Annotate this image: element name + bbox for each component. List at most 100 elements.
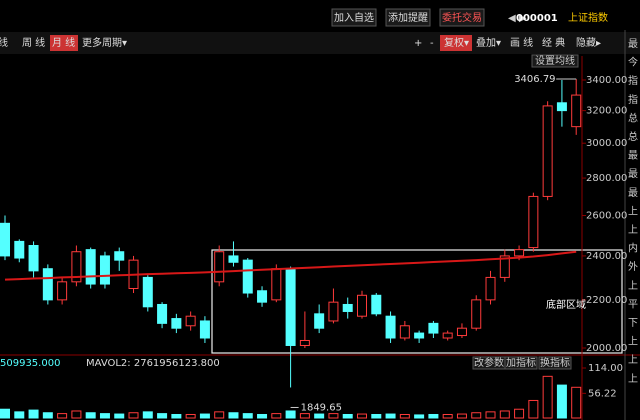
volume-bar [214, 411, 225, 419]
period-button[interactable]: 周 线 [22, 36, 45, 49]
side-label: 总 [628, 130, 638, 143]
y-tick-label: 2200.00 [586, 295, 627, 306]
vol-button[interactable] [504, 356, 538, 370]
side-label: 最 [628, 38, 638, 50]
candle-body [485, 276, 496, 301]
tool-button[interactable]: + [414, 38, 422, 49]
tool-button[interactable]: 复权▾ [444, 36, 469, 49]
volume-bar [128, 412, 139, 419]
candle-body [228, 255, 239, 263]
period-button[interactable]: 更多周期▾ [82, 36, 127, 49]
side-label: 上 [628, 354, 638, 366]
side-label: 上 [628, 205, 638, 217]
vol-button-label[interactable]: 加指标 [506, 356, 536, 369]
side-label: 平 [628, 299, 638, 310]
volume-bar [185, 413, 196, 419]
header-button-label[interactable]: 委托交易 [442, 11, 482, 24]
low-label: 1849.65 [301, 402, 342, 413]
side-label: 上 [628, 373, 638, 385]
candle-body [271, 268, 282, 301]
candle-body [556, 102, 567, 112]
candle-body [499, 255, 510, 278]
tool-button[interactable]: 画 线 [510, 36, 533, 49]
volume-bar [499, 410, 510, 419]
vol-button-label[interactable]: 换指标 [540, 356, 570, 369]
side-label: 上 [628, 336, 638, 348]
side-label: 上 [628, 280, 638, 292]
tool-button[interactable]: 隐藏▸ [576, 37, 601, 49]
vol-tick-label: 56.22 [588, 388, 617, 399]
candle-body [142, 276, 153, 308]
y-tick-label: 2400.00 [586, 251, 627, 262]
volume-bar [442, 413, 453, 419]
header-button[interactable] [439, 8, 485, 27]
tool-active[interactable] [440, 35, 472, 51]
candle-body [57, 281, 68, 301]
candle-body [471, 299, 482, 329]
candle-body [85, 249, 96, 285]
prev-next: ◀ ▶ [508, 13, 527, 24]
candle-body [185, 315, 196, 327]
header-button-label[interactable]: 加入自选 [334, 11, 374, 24]
volume-bar [271, 413, 282, 419]
side-label: 下 [628, 318, 638, 329]
candle-body [328, 301, 339, 322]
period-button[interactable]: 线 [0, 36, 8, 49]
candle-body [342, 303, 353, 312]
candle-body [28, 245, 39, 272]
period-active[interactable] [50, 35, 78, 51]
header-button[interactable] [331, 8, 377, 27]
header-button[interactable] [385, 8, 431, 27]
high-label: 3406.79 [514, 74, 555, 85]
header-button-label[interactable]: 添加提醒 [388, 11, 428, 24]
candle-body [285, 268, 296, 346]
volume-bar [414, 414, 425, 419]
ma-button-label[interactable]: 设置均线 [535, 54, 575, 67]
vol-legend: MAVOL2: 2761956123.800 [86, 358, 220, 369]
volume-bar [571, 386, 582, 419]
vol-button-label[interactable]: 改参数 [474, 356, 504, 369]
volume-bar [28, 409, 39, 419]
candle-body [199, 320, 210, 339]
volume-bar [385, 413, 396, 419]
tool-button[interactable]: 经 典 [542, 36, 565, 49]
toolbar-bg [0, 32, 640, 54]
y-tick-label: 2600.00 [586, 210, 627, 221]
candle-body [257, 290, 268, 303]
volume-bar [42, 412, 53, 419]
region-label: 底部区域 [546, 298, 586, 311]
candle-body [99, 255, 110, 285]
side-label: 上 [628, 224, 638, 236]
volume-bar [528, 399, 539, 419]
region-box [211, 249, 623, 354]
volume-bar [314, 413, 325, 419]
vol-legend: 509935.000 [0, 358, 60, 369]
candle-body [242, 259, 253, 294]
candle-body [114, 251, 125, 261]
vol-tick-label: 114.00 [588, 363, 623, 374]
volume-bar [357, 413, 367, 419]
volume-bar [299, 413, 310, 419]
tool-button[interactable]: 叠加▾ [476, 37, 501, 49]
tool-button[interactable]: - [430, 38, 434, 49]
volume-bar [285, 410, 296, 419]
ma-button[interactable] [531, 54, 579, 68]
candle-body [42, 268, 53, 301]
volume-bar [542, 375, 553, 419]
volume-bar [242, 413, 253, 419]
ma-line [4, 250, 577, 281]
period-button[interactable]: 月 线 [52, 36, 75, 49]
candle-body [71, 251, 82, 283]
y-tick-label: 3200.00 [586, 106, 627, 117]
volume-bar [485, 411, 496, 419]
side-label: 指 [628, 93, 638, 106]
side-label: 今 [628, 56, 638, 69]
side-label: 最 [628, 150, 638, 162]
candle-body [414, 332, 425, 339]
vol-button[interactable] [538, 356, 572, 370]
y-tick-label: 2800.00 [586, 173, 627, 184]
volume-bar [399, 413, 410, 419]
volume-bar [57, 413, 68, 419]
side-label: 最 [628, 187, 638, 199]
